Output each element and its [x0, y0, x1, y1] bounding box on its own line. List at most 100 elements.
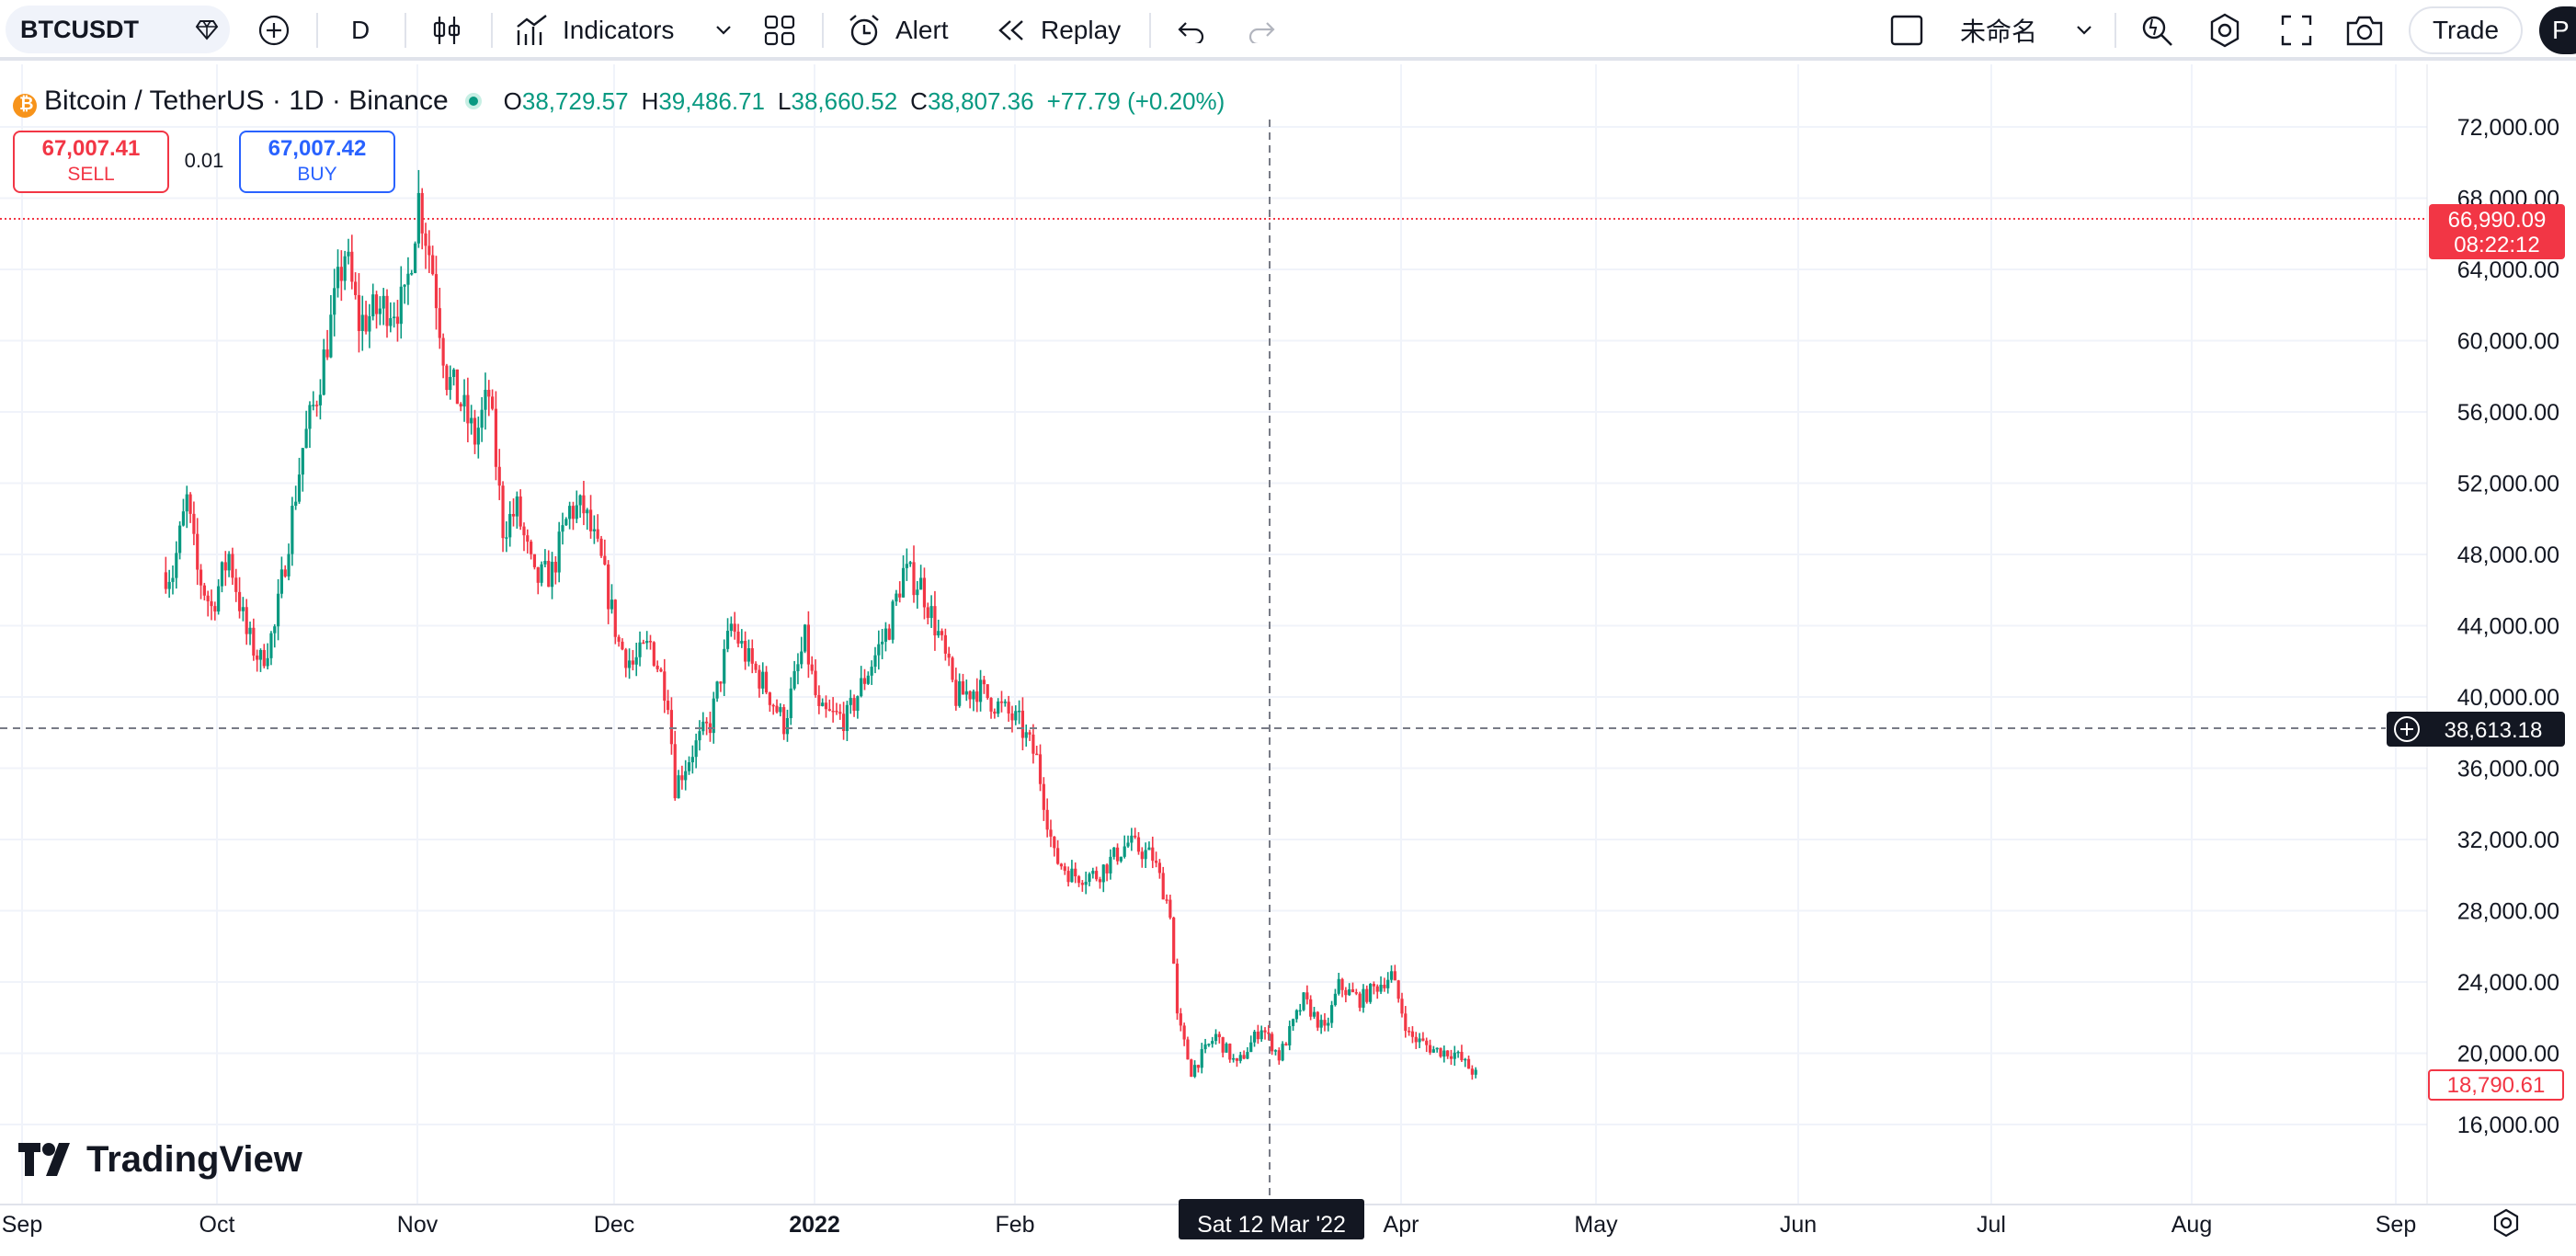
quick-search-button[interactable]: [2137, 0, 2177, 61]
candle: [462, 379, 466, 422]
candle: [1193, 1060, 1197, 1079]
candle: [1470, 1065, 1474, 1080]
candle: [389, 302, 393, 333]
trade-button[interactable]: Trade: [2409, 6, 2523, 54]
candle: [1088, 872, 1091, 886]
time-axis: Sep Oct Nov Dec 2022 Feb Apr May Jun Jul Aug Sep: [2, 1212, 2416, 1238]
market-open-icon: [464, 93, 482, 109]
layout-name-button[interactable]: 未命名: [1960, 0, 2037, 61]
candle: [1464, 1057, 1467, 1068]
candle: [1263, 1027, 1267, 1040]
replay-button[interactable]: Replay: [995, 0, 1121, 61]
candle: [192, 501, 196, 545]
price-chart[interactable]: 72,000.0068,000.0064,000.0060,000.0056,0…: [0, 64, 2576, 1256]
candlestick-series: [164, 169, 1477, 1080]
candle: [188, 492, 192, 523]
candle: [723, 639, 726, 696]
interval-button[interactable]: D: [351, 0, 370, 61]
interval-label: D: [351, 16, 370, 44]
candle: [364, 301, 368, 335]
diamond-icon[interactable]: [195, 17, 219, 48]
rewind-icon: [998, 20, 1023, 40]
candle: [908, 561, 912, 567]
profile-button[interactable]: P: [2539, 6, 2576, 54]
candle: [329, 294, 333, 359]
candle: [1453, 1045, 1456, 1067]
chart-type-button[interactable]: [428, 0, 465, 61]
candle: [810, 656, 814, 675]
candle: [175, 541, 178, 589]
buy-button[interactable]: 67,007.42 BUY: [239, 131, 395, 193]
candle: [824, 695, 828, 718]
indicators-label: Indicators: [563, 16, 675, 44]
candle: [256, 649, 259, 672]
alert-button[interactable]: Alert: [846, 0, 949, 61]
indicators-button[interactable]: Indicators: [515, 0, 674, 61]
snapshot-button[interactable]: [2344, 0, 2385, 61]
candle: [360, 295, 364, 351]
candle: [1474, 1067, 1477, 1079]
candle: [1344, 987, 1348, 1003]
candle: [231, 547, 234, 586]
candle: [1418, 1033, 1421, 1048]
candle: [487, 380, 491, 417]
candle: [252, 618, 256, 661]
candle: [821, 698, 825, 707]
symbol-description[interactable]: Bitcoin / TetherUS · 1D · Binance: [44, 86, 449, 116]
candle: [631, 649, 634, 671]
alarm-clock-icon: [849, 15, 879, 46]
candle: [1435, 1047, 1439, 1053]
candle: [779, 702, 782, 717]
candle: [1101, 863, 1105, 893]
candle: [455, 369, 459, 405]
branding-label: TradingView: [86, 1138, 302, 1180]
open-value: 38,729.57: [521, 86, 629, 115]
candle: [613, 599, 617, 645]
candle: [357, 273, 361, 353]
candle: [610, 584, 614, 614]
candle: [972, 689, 975, 712]
candle: [912, 545, 916, 603]
current-price-tag: 66,990.09 08:22:12: [2429, 204, 2565, 259]
candle: [325, 329, 329, 360]
candle: [1059, 862, 1064, 870]
candle: [530, 539, 533, 560]
candle: [964, 679, 968, 702]
settings-button[interactable]: [2205, 0, 2245, 61]
add-symbol-button[interactable]: [254, 0, 294, 61]
candle: [213, 601, 217, 621]
candle: [1225, 1042, 1228, 1053]
symbol-search-button[interactable]: BTCUSDT: [6, 6, 230, 53]
candle: [1020, 697, 1025, 751]
candle: [596, 514, 599, 542]
candle: [399, 266, 403, 339]
layout-square-button[interactable]: [1888, 0, 1925, 61]
candle: [1442, 1045, 1446, 1063]
candle: [441, 333, 445, 379]
candle: [1312, 1007, 1316, 1019]
candle: [937, 619, 940, 638]
candle: [1228, 1043, 1232, 1063]
candle: [1273, 1049, 1278, 1056]
candle: [1207, 1043, 1211, 1047]
tradingview-logo[interactable]: TradingView: [18, 1136, 302, 1182]
candle: [395, 300, 400, 342]
fullscreen-button[interactable]: [2276, 0, 2317, 61]
time-tick-label: Aug: [2171, 1212, 2212, 1238]
candle: [248, 622, 252, 645]
chevron-down-icon[interactable]: [2070, 0, 2098, 61]
undo-button[interactable]: [1173, 0, 1210, 61]
chevron-down-icon[interactable]: [710, 0, 737, 61]
candle: [1414, 1032, 1418, 1049]
candle: [1249, 1035, 1253, 1053]
redo-button[interactable]: [1243, 0, 1280, 61]
sell-button[interactable]: 67,007.41 SELL: [13, 131, 169, 193]
layouts-button[interactable]: [761, 0, 798, 61]
candle: [789, 677, 792, 725]
candle: [838, 703, 842, 720]
axis-settings-icon[interactable]: [2493, 1208, 2519, 1238]
quantity-field[interactable]: 0.01: [184, 149, 224, 172]
close-label: C: [910, 86, 928, 115]
candle: [655, 660, 659, 673]
candle: [1408, 1026, 1411, 1036]
